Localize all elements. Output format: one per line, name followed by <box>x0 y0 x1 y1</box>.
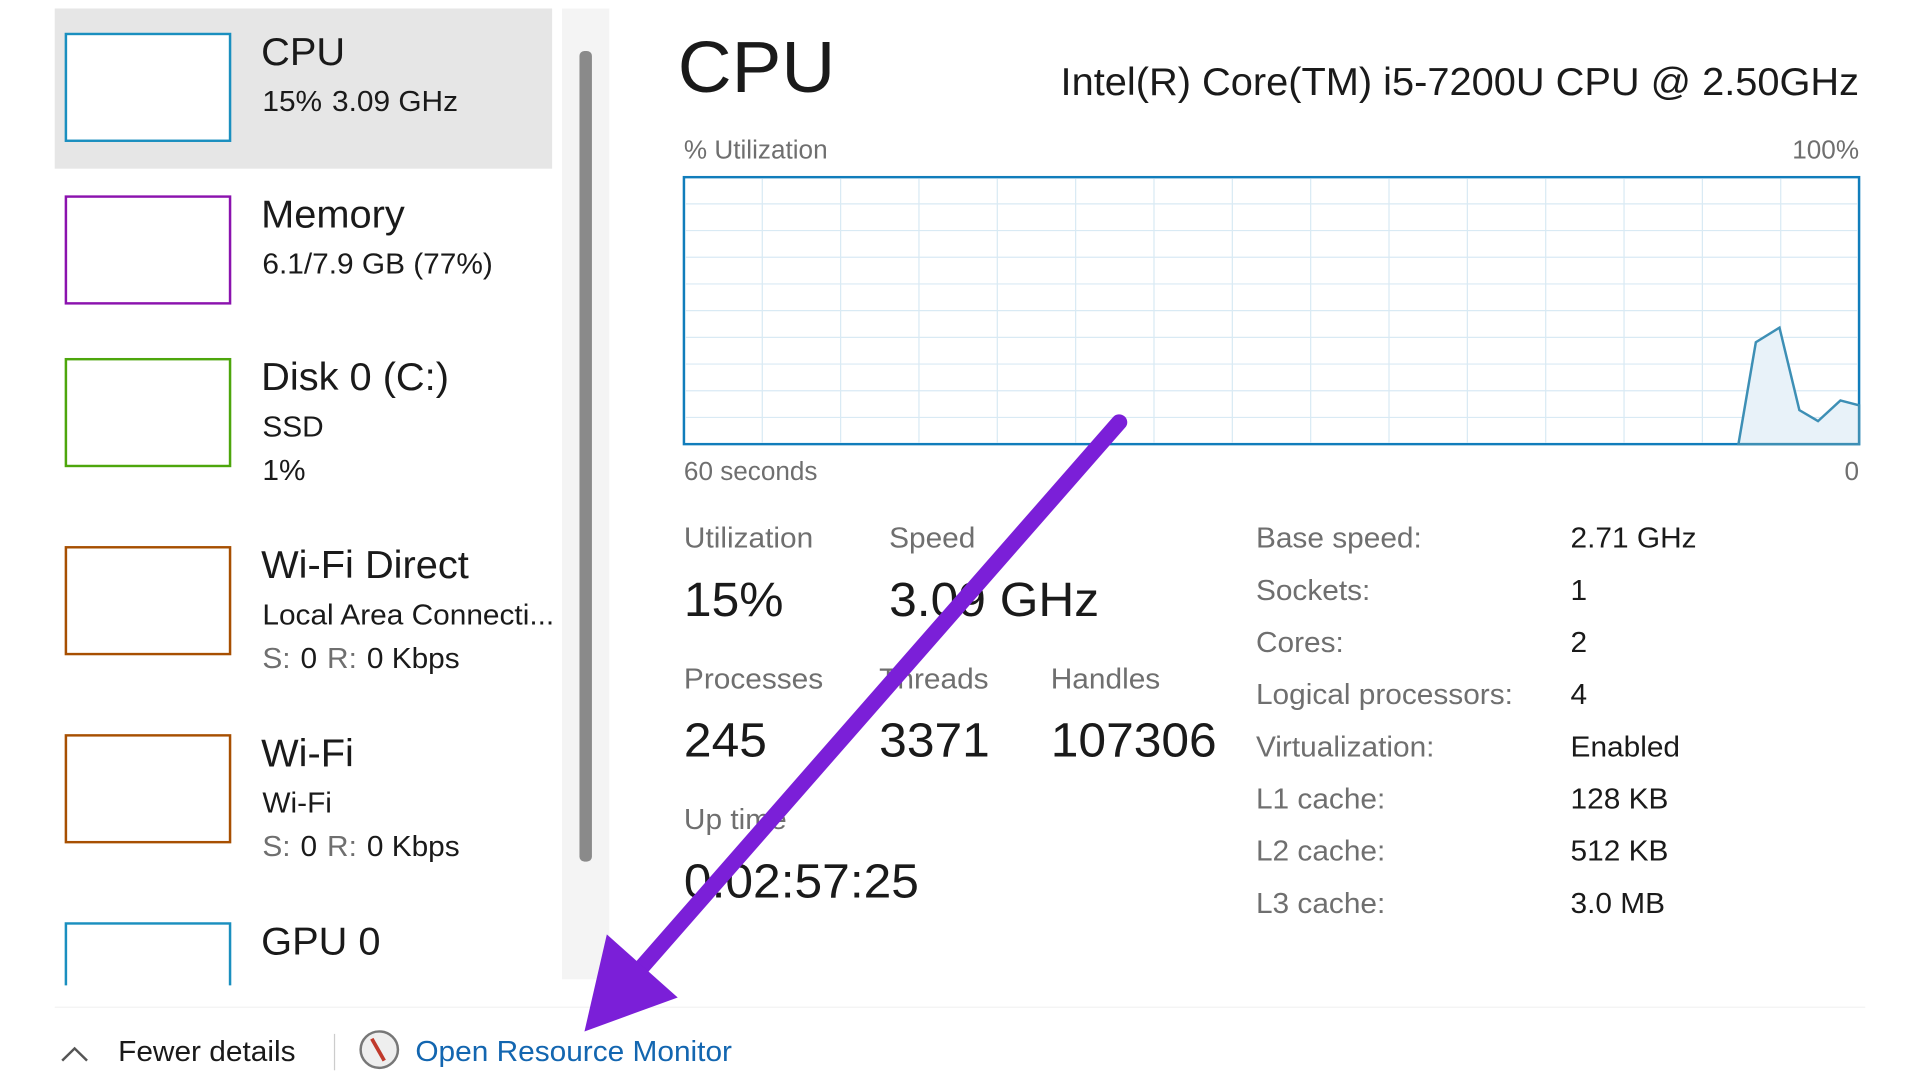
annotation-arrow <box>584 414 1128 1032</box>
cpu-graph <box>682 175 1861 446</box>
graph-x-start: 60 seconds <box>684 458 818 486</box>
detail-part: 0 <box>301 642 318 675</box>
fewer-details[interactable]: Fewer details <box>118 1035 295 1068</box>
sidebar-item[interactable]: CPU 15% 3.09 GHz <box>64 30 458 142</box>
detail-label: Sockets: <box>1256 574 1370 607</box>
item-detail: SSD <box>262 410 323 443</box>
detail-label: Base speed: <box>1256 522 1422 555</box>
detail-part: SSD <box>262 410 323 443</box>
thumbnail <box>64 32 232 142</box>
item-title: Memory <box>261 193 405 236</box>
sidebar-item[interactable]: Wi-Fi Wi-Fi S: 0 R: 0 Kbps <box>64 732 460 863</box>
detail-part: 3.09 GHz <box>332 85 458 118</box>
detail-part: 6.1/7.9 GB (77%) <box>262 248 492 281</box>
detail-value: 2 <box>1571 626 1588 659</box>
detail-part: Local Area Connecti... <box>262 598 554 631</box>
detail-label: Virtualization: <box>1256 731 1435 764</box>
detail-part: S: <box>262 830 290 863</box>
detail-label: L1 cache: <box>1256 783 1385 816</box>
detail-value: 3.0 MB <box>1571 887 1665 920</box>
item-title: Disk 0 (C:) <box>261 356 449 399</box>
detail-value: 512 KB <box>1571 835 1669 868</box>
item-detail: 1% <box>262 454 305 487</box>
stat-value: 245 <box>684 714 767 767</box>
main-panel: CPU Intel(R) Core(TM) i5-7200U CPU @ 2.50… <box>678 26 1859 920</box>
stat-value: 3371 <box>879 714 990 767</box>
detail-part: 0 <box>301 830 318 863</box>
chevron-up[interactable] <box>61 1046 88 1062</box>
open-resource-monitor[interactable]: Open Resource Monitor <box>415 1035 732 1068</box>
thumbnail <box>64 734 232 844</box>
detail-part: Wi-Fi <box>262 787 332 820</box>
item-title: Wi-Fi <box>261 732 354 775</box>
thumbnail <box>64 922 232 986</box>
item-title: GPU 0 <box>261 920 380 963</box>
detail-label: Logical processors: <box>1256 679 1513 712</box>
detail-part: S: <box>262 642 290 675</box>
item-detail: 6.1/7.9 GB (77%) <box>262 248 492 281</box>
resource-monitor-icon <box>359 1030 400 1070</box>
stat-value: 107306 <box>1051 714 1217 767</box>
item-detail: Local Area Connecti... <box>262 598 554 631</box>
detail-part: 0 Kbps <box>367 642 460 675</box>
detail-part: 15% <box>262 85 322 118</box>
detail-part: R: <box>327 642 357 675</box>
graph-y-label: % Utilization <box>684 137 828 165</box>
detail-label: L2 cache: <box>1256 835 1385 868</box>
stat-label: Utilization <box>684 522 813 555</box>
item-detail: S: 0 R: 0 Kbps <box>262 830 459 863</box>
scrollbar[interactable] <box>579 50 592 862</box>
stat-value: 15% <box>684 573 784 626</box>
stat-label: Handles <box>1051 663 1160 696</box>
detail-value: 4 <box>1571 679 1588 712</box>
item-detail: S: 0 R: 0 Kbps <box>262 642 459 675</box>
stat-label: Speed <box>889 522 975 555</box>
thumbnail <box>64 357 232 468</box>
detail-value: 2.71 GHz <box>1571 522 1697 555</box>
detail-value: Enabled <box>1571 731 1680 764</box>
graph-y-max: 100% <box>1792 137 1859 165</box>
thumbnail <box>64 195 232 305</box>
detail-label: L3 cache: <box>1256 887 1385 920</box>
sidebar-item[interactable]: Wi-Fi Direct Local Area Connecti... S: 0 R: 0… <box>64 544 554 675</box>
detail-part: R: <box>327 830 357 863</box>
detail-value: 128 KB <box>1571 783 1669 816</box>
detail-label: Cores: <box>1256 626 1344 659</box>
item-title: Wi-Fi Direct <box>261 544 469 587</box>
sidebar-item[interactable]: Memory 6.1/7.9 GB (77%) <box>64 193 493 305</box>
item-title: CPU <box>261 30 345 73</box>
graph-x-end: 0 <box>1845 458 1860 486</box>
panel-title: CPU <box>678 26 836 108</box>
cpu-line <box>1736 325 1861 446</box>
stat-label: Processes <box>684 663 823 696</box>
item-detail: 15% 3.09 GHz <box>262 85 458 118</box>
detail-value: 1 <box>1571 574 1588 607</box>
sidebar-item[interactable]: Disk 0 (C:) SSD 1% <box>64 356 449 487</box>
item-detail: Wi-Fi <box>262 787 332 820</box>
detail-part: 0 Kbps <box>367 830 460 863</box>
thumbnail <box>64 546 232 656</box>
sidebar: CPU 15% 3.09 GHz Memory 6.1/7.9 GB (77%) Disk… <box>64 30 554 1030</box>
detail-part: 1% <box>262 454 305 487</box>
stat-value: 3.09 GHz <box>889 573 1099 626</box>
sidebar-item[interactable]: GPU 0 <box>64 920 381 1030</box>
cpu-model: Intel(R) Core(TM) i5-7200U CPU @ 2.50GHz <box>1061 61 1860 104</box>
